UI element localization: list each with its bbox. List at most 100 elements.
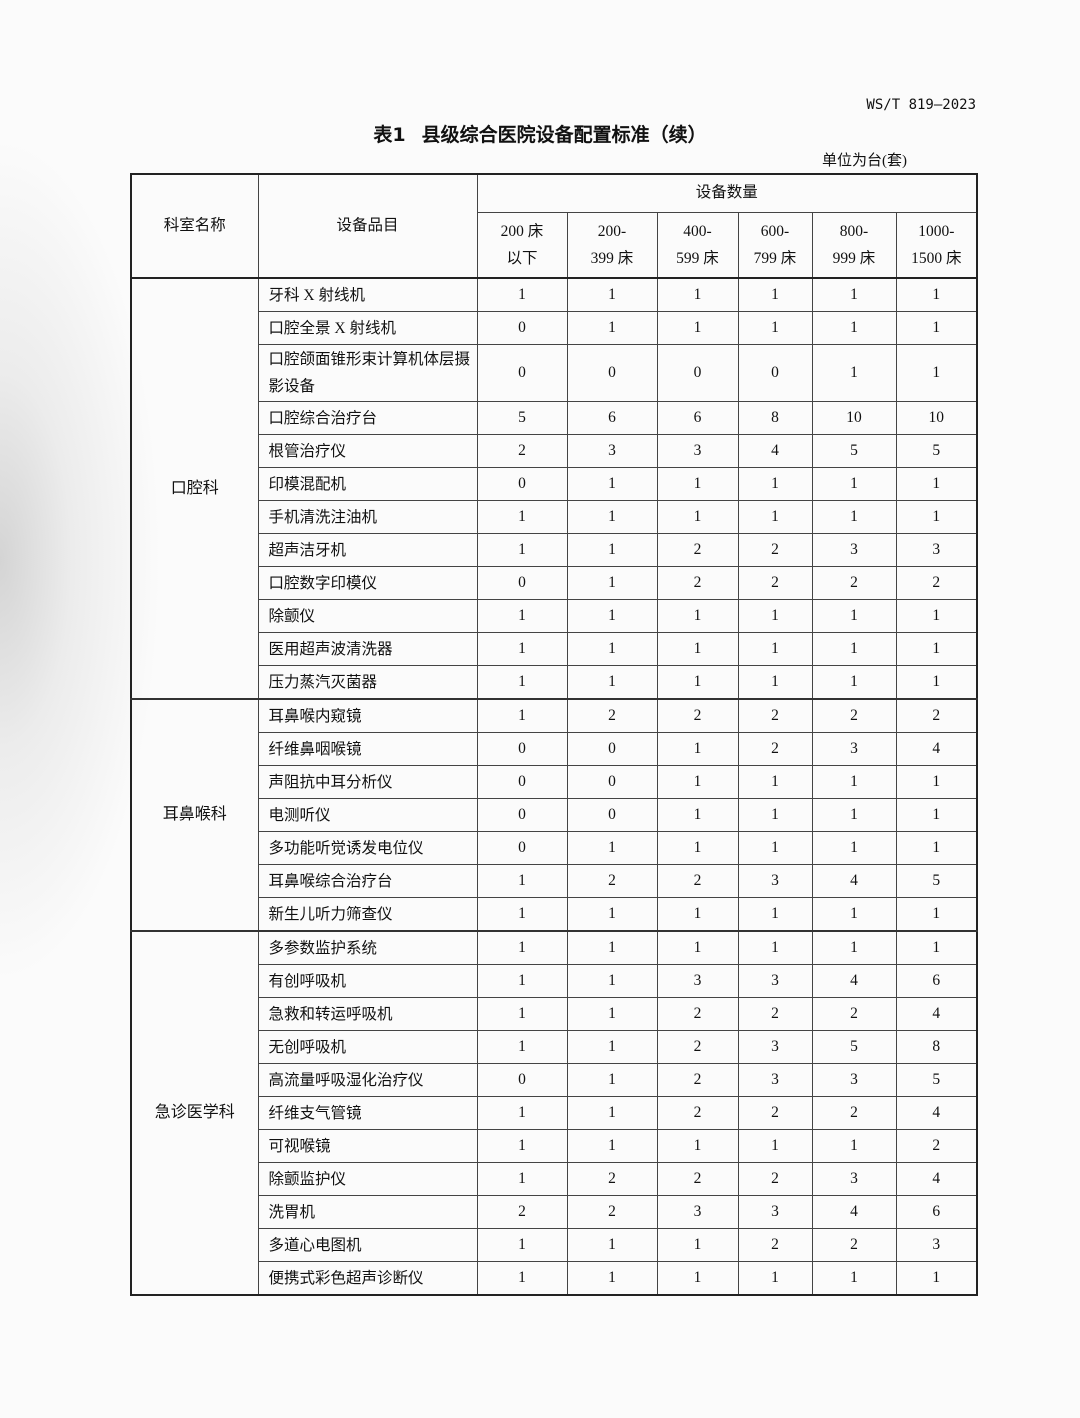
quantity-cell: 1	[656, 1228, 739, 1262]
quantity-cell: 1	[737, 831, 813, 865]
quantity-cell: 2	[737, 1162, 813, 1196]
header-bed-range: 400- 599 床	[656, 212, 739, 279]
quantity-cell: 2	[656, 864, 739, 898]
quantity-cell: 0	[566, 344, 658, 402]
quantity-cell: 1	[811, 467, 897, 501]
table-row: 急救和转运呼吸机 1 1 2 2 2 4	[131, 997, 978, 1031]
quantity-cell: 1	[811, 897, 897, 932]
table-row: 有创呼吸机 1 1 3 3 4 6	[131, 964, 978, 998]
quantity-cell: 2	[656, 533, 739, 567]
equipment-name-cell: 有创呼吸机	[257, 964, 478, 998]
quantity-cell: 1	[476, 632, 568, 666]
quantity-cell: 5	[476, 401, 568, 435]
quantity-cell: 1	[566, 632, 658, 666]
quantity-cell: 0	[566, 765, 658, 799]
quantity-cell: 1	[811, 765, 897, 799]
quantity-cell: 6	[895, 964, 978, 998]
table-row: 急诊医学科 多参数监护系统 1 1 1 1 1 1	[130, 930, 978, 1296]
quantity-cell: 2	[737, 997, 813, 1031]
quantity-cell: 2	[811, 997, 897, 1031]
equipment-name-cell: 牙科 X 射线机	[257, 277, 478, 312]
quantity-cell: 1	[811, 798, 897, 832]
quantity-cell: 4	[895, 1096, 978, 1130]
quantity-cell: 3	[811, 533, 897, 567]
quantity-cell: 1	[476, 533, 568, 567]
header-bed-range-line: 1500 床	[911, 250, 962, 267]
quantity-cell: 1	[895, 632, 978, 666]
quantity-cell: 3	[811, 1063, 897, 1097]
quantity-cell: 1	[811, 344, 897, 402]
quantity-cell: 2	[895, 1129, 978, 1163]
table-row: 口腔综合治疗台 5 6 6 8 10 10	[131, 401, 978, 435]
equipment-name-cell: 多道心电图机	[257, 1228, 478, 1262]
quantity-cell: 1	[895, 344, 978, 402]
quantity-cell: 1	[737, 599, 813, 633]
equipment-name-cell: 医用超声波清洗器	[257, 632, 478, 666]
equipment-name-cell: 洗胃机	[257, 1195, 478, 1229]
equipment-name-cell: 耳鼻喉综合治疗台	[257, 864, 478, 898]
quantity-cell: 4	[811, 964, 897, 998]
quantity-cell: 1	[566, 1228, 658, 1262]
quantity-cell: 0	[476, 467, 568, 501]
quantity-cell: 1	[811, 1261, 897, 1296]
equipment-name-cell: 除颤监护仪	[257, 1162, 478, 1196]
header-bed-range-line: 600-	[760, 223, 790, 240]
quantity-cell: 2	[737, 533, 813, 567]
equipment-name-cell: 超声洁牙机	[257, 533, 478, 567]
table-row: 除颤仪 1 1 1 1 1 1	[131, 599, 978, 633]
quantity-cell: 3	[656, 964, 739, 998]
table-row: 口腔数字印模仪 0 1 2 2 2 2	[131, 566, 978, 600]
quantity-cell: 2	[476, 1195, 568, 1229]
quantity-cell: 2	[656, 566, 739, 600]
quantity-cell: 5	[811, 434, 897, 468]
quantity-cell: 2	[737, 566, 813, 600]
quantity-cell: 3	[737, 964, 813, 998]
quantity-cell: 4	[895, 1162, 978, 1196]
quantity-cell: 3	[737, 1030, 813, 1064]
equipment-table: 科室名称 设备品目 设备数量 200 床以下 200- 399 床 400- 599 床…	[130, 173, 979, 1296]
header-bed-range-line: 399 床	[590, 250, 634, 267]
equipment-name-cell: 声阻抗中耳分析仪	[257, 765, 478, 799]
quantity-cell: 2	[656, 1063, 739, 1097]
table-row: 口腔颌面锥形束计算机体层摄影设备 0 0 0 0 1 1	[131, 344, 978, 402]
header-bed-range-line: 以下	[506, 250, 538, 267]
quantity-cell: 0	[476, 732, 568, 766]
quantity-cell: 2	[656, 698, 739, 733]
quantity-cell: 1	[895, 831, 978, 865]
quantity-cell: 2	[811, 1096, 897, 1130]
quantity-cell: 1	[737, 1261, 813, 1296]
table-row: 压力蒸汽灭菌器 1 1 1 1 1 1	[131, 665, 978, 700]
table-row: 口腔全景 X 射线机 0 1 1 1 1 1	[131, 311, 978, 345]
quantity-cell: 2	[656, 1030, 739, 1064]
quantity-cell: 1	[656, 599, 739, 633]
quantity-cell: 1	[566, 1096, 658, 1130]
quantity-cell: 1	[476, 864, 568, 898]
quantity-cell: 0	[476, 765, 568, 799]
quantity-cell: 1	[476, 665, 568, 700]
quantity-cell: 0	[656, 344, 739, 402]
quantity-cell: 1	[566, 930, 658, 965]
equipment-name-cell: 电测听仪	[257, 798, 478, 832]
table-row: 口腔科 牙科 X 射线机 1 1 1 1 1 1	[130, 277, 978, 700]
quantity-cell: 1	[476, 1030, 568, 1064]
department-cell: 口腔科	[130, 277, 259, 700]
header-bed-range: 800- 999 床	[811, 212, 897, 279]
quantity-cell: 1	[566, 1129, 658, 1163]
equipment-name-cell: 便携式彩色超声诊断仪	[257, 1261, 478, 1296]
quantity-cell: 2	[737, 1228, 813, 1262]
table-row: 洗胃机 2 2 3 3 4 6	[131, 1195, 978, 1229]
quantity-cell: 3	[737, 1195, 813, 1229]
quantity-cell: 1	[811, 599, 897, 633]
quantity-cell: 1	[656, 632, 739, 666]
header-equipment: 设备品目	[257, 173, 478, 279]
quantity-cell: 1	[811, 665, 897, 700]
quantity-cell: 1	[566, 311, 658, 345]
quantity-cell: 3	[895, 1228, 978, 1262]
table-row: 多道心电图机 1 1 1 2 2 3	[131, 1228, 978, 1262]
quantity-cell: 4	[895, 997, 978, 1031]
quantity-cell: 1	[566, 1030, 658, 1064]
quantity-cell: 10	[895, 401, 978, 435]
table-row: 纤维鼻咽喉镜 0 0 1 2 3 4	[131, 732, 978, 766]
quantity-cell: 1	[566, 831, 658, 865]
quantity-cell: 1	[737, 798, 813, 832]
